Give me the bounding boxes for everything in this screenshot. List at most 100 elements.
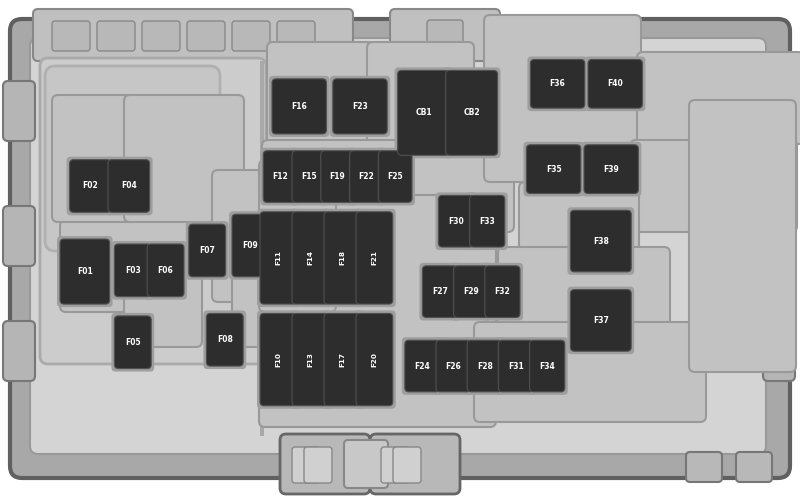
FancyBboxPatch shape	[289, 209, 332, 307]
FancyBboxPatch shape	[66, 157, 114, 215]
FancyBboxPatch shape	[346, 148, 386, 205]
Text: F34: F34	[539, 362, 555, 371]
FancyBboxPatch shape	[378, 151, 412, 202]
FancyBboxPatch shape	[292, 151, 326, 202]
FancyBboxPatch shape	[259, 195, 496, 427]
FancyBboxPatch shape	[530, 60, 585, 108]
Bar	[260, 61, 264, 436]
Text: F32: F32	[494, 287, 510, 296]
FancyBboxPatch shape	[438, 195, 474, 247]
FancyBboxPatch shape	[142, 21, 180, 51]
FancyBboxPatch shape	[402, 337, 443, 395]
FancyBboxPatch shape	[353, 209, 396, 307]
Text: F29: F29	[463, 287, 479, 296]
Text: F40: F40	[607, 79, 623, 88]
Text: F07: F07	[199, 246, 215, 255]
FancyBboxPatch shape	[321, 310, 364, 409]
Text: F01: F01	[77, 267, 93, 276]
Text: F31: F31	[508, 362, 524, 371]
FancyBboxPatch shape	[45, 66, 220, 251]
FancyBboxPatch shape	[30, 38, 766, 454]
FancyBboxPatch shape	[10, 19, 790, 478]
Text: F38: F38	[593, 237, 609, 246]
FancyBboxPatch shape	[393, 447, 421, 483]
FancyBboxPatch shape	[57, 236, 113, 307]
Text: F36: F36	[550, 79, 566, 88]
Text: F39: F39	[603, 165, 619, 174]
FancyBboxPatch shape	[263, 151, 297, 202]
FancyBboxPatch shape	[581, 142, 642, 196]
FancyBboxPatch shape	[3, 81, 35, 141]
FancyBboxPatch shape	[147, 244, 184, 297]
FancyBboxPatch shape	[435, 192, 477, 250]
Text: F13: F13	[307, 352, 314, 367]
FancyBboxPatch shape	[189, 224, 226, 277]
FancyBboxPatch shape	[232, 214, 269, 277]
Text: F18: F18	[339, 250, 346, 265]
FancyBboxPatch shape	[304, 447, 332, 483]
FancyBboxPatch shape	[422, 266, 458, 317]
FancyBboxPatch shape	[763, 81, 795, 141]
FancyBboxPatch shape	[114, 316, 151, 369]
Text: F14: F14	[307, 250, 314, 265]
FancyBboxPatch shape	[289, 148, 329, 205]
FancyBboxPatch shape	[267, 42, 374, 162]
FancyBboxPatch shape	[272, 79, 326, 134]
FancyBboxPatch shape	[260, 148, 300, 205]
FancyBboxPatch shape	[588, 60, 642, 108]
FancyBboxPatch shape	[60, 239, 110, 304]
Text: F16: F16	[291, 102, 307, 111]
Text: F25: F25	[387, 172, 403, 181]
FancyBboxPatch shape	[260, 212, 297, 304]
Text: F35: F35	[546, 165, 562, 174]
FancyBboxPatch shape	[519, 182, 639, 282]
FancyBboxPatch shape	[630, 140, 797, 232]
FancyBboxPatch shape	[570, 290, 631, 351]
FancyBboxPatch shape	[686, 452, 722, 482]
FancyBboxPatch shape	[111, 313, 154, 372]
FancyBboxPatch shape	[381, 447, 409, 483]
FancyBboxPatch shape	[344, 440, 388, 488]
FancyBboxPatch shape	[689, 100, 796, 372]
Text: CB2: CB2	[463, 108, 480, 118]
Text: F10: F10	[275, 352, 282, 367]
FancyBboxPatch shape	[763, 206, 795, 266]
FancyBboxPatch shape	[232, 21, 270, 51]
Text: F02: F02	[82, 182, 98, 190]
FancyBboxPatch shape	[257, 310, 300, 409]
FancyBboxPatch shape	[637, 52, 800, 144]
FancyBboxPatch shape	[321, 151, 354, 202]
FancyBboxPatch shape	[585, 57, 646, 111]
FancyBboxPatch shape	[419, 263, 461, 320]
FancyBboxPatch shape	[324, 313, 361, 406]
Text: F21: F21	[371, 250, 378, 265]
Text: F09: F09	[242, 241, 258, 250]
FancyBboxPatch shape	[292, 212, 329, 304]
Text: F33: F33	[479, 217, 495, 226]
FancyBboxPatch shape	[526, 337, 568, 395]
Text: CB1: CB1	[415, 108, 432, 118]
FancyBboxPatch shape	[260, 313, 297, 406]
FancyBboxPatch shape	[763, 321, 795, 381]
FancyBboxPatch shape	[454, 266, 489, 317]
FancyBboxPatch shape	[114, 244, 151, 297]
FancyBboxPatch shape	[530, 340, 565, 392]
FancyBboxPatch shape	[330, 76, 390, 137]
FancyBboxPatch shape	[144, 241, 187, 300]
FancyBboxPatch shape	[333, 79, 387, 134]
Text: F26: F26	[446, 362, 462, 371]
FancyBboxPatch shape	[203, 310, 246, 369]
Text: F05: F05	[125, 338, 141, 347]
FancyBboxPatch shape	[527, 57, 588, 111]
Text: F23: F23	[352, 102, 368, 111]
FancyBboxPatch shape	[367, 42, 474, 162]
FancyBboxPatch shape	[206, 313, 243, 366]
FancyBboxPatch shape	[356, 212, 393, 304]
FancyBboxPatch shape	[394, 67, 453, 158]
FancyBboxPatch shape	[446, 70, 498, 155]
Text: F06: F06	[158, 266, 174, 275]
FancyBboxPatch shape	[405, 340, 440, 392]
FancyBboxPatch shape	[495, 337, 537, 395]
FancyBboxPatch shape	[269, 76, 330, 137]
Text: F28: F28	[477, 362, 493, 371]
